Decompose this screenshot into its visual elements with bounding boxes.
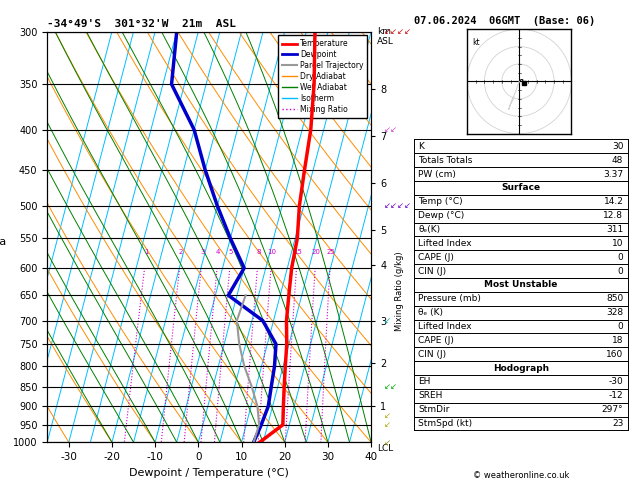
Text: 3.37: 3.37 — [603, 170, 623, 179]
Text: StmSpd (kt): StmSpd (kt) — [418, 419, 472, 428]
Text: 4: 4 — [216, 249, 220, 255]
Text: CIN (J): CIN (J) — [418, 266, 447, 276]
Text: θₑ (K): θₑ (K) — [418, 308, 443, 317]
Text: Hodograph: Hodograph — [493, 364, 549, 373]
Text: 850: 850 — [606, 294, 623, 303]
Text: -12: -12 — [609, 391, 623, 400]
Text: © weatheronline.co.uk: © weatheronline.co.uk — [472, 471, 569, 480]
Text: 0: 0 — [618, 266, 623, 276]
Text: CIN (J): CIN (J) — [418, 349, 447, 359]
Text: Surface: Surface — [501, 183, 540, 192]
Text: 3: 3 — [200, 249, 204, 255]
Text: Most Unstable: Most Unstable — [484, 280, 557, 290]
Text: ↙: ↙ — [384, 316, 391, 325]
Text: -30: -30 — [609, 377, 623, 386]
Text: 10: 10 — [267, 249, 277, 255]
Text: 25: 25 — [326, 249, 335, 255]
Text: StmDir: StmDir — [418, 405, 450, 414]
Text: 311: 311 — [606, 225, 623, 234]
Text: 160: 160 — [606, 349, 623, 359]
Text: SREH: SREH — [418, 391, 443, 400]
Text: km
ASL: km ASL — [377, 27, 394, 46]
Text: ↙↙↙↙: ↙↙↙↙ — [384, 201, 412, 210]
Text: 10: 10 — [612, 239, 623, 248]
Text: LCL: LCL — [377, 444, 394, 453]
Text: ↙↙: ↙↙ — [384, 125, 398, 134]
Text: Lifted Index: Lifted Index — [418, 322, 472, 331]
Text: 30: 30 — [612, 142, 623, 151]
Text: θₑ(K): θₑ(K) — [418, 225, 440, 234]
Text: Pressure (mb): Pressure (mb) — [418, 294, 481, 303]
Text: Temp (°C): Temp (°C) — [418, 197, 463, 207]
Text: Lifted Index: Lifted Index — [418, 239, 472, 248]
Text: Mixing Ratio (g/kg): Mixing Ratio (g/kg) — [395, 252, 404, 331]
Text: EH: EH — [418, 377, 431, 386]
Text: ↙↙↙↙: ↙↙↙↙ — [384, 27, 412, 36]
Text: 15: 15 — [293, 249, 302, 255]
Text: 0: 0 — [618, 322, 623, 331]
Text: 20: 20 — [311, 249, 320, 255]
Text: kt: kt — [472, 38, 480, 47]
Text: PW (cm): PW (cm) — [418, 170, 456, 179]
Text: 0: 0 — [618, 253, 623, 262]
Text: 1: 1 — [143, 249, 148, 255]
Text: 14.2: 14.2 — [603, 197, 623, 207]
Legend: Temperature, Dewpoint, Parcel Trajectory, Dry Adiabat, Wet Adiabat, Isotherm, Mi: Temperature, Dewpoint, Parcel Trajectory… — [278, 35, 367, 118]
Text: K: K — [418, 142, 424, 151]
Text: 07.06.2024  06GMT  (Base: 06): 07.06.2024 06GMT (Base: 06) — [414, 16, 595, 26]
Text: 8: 8 — [256, 249, 260, 255]
Text: CAPE (J): CAPE (J) — [418, 336, 454, 345]
Text: Dewp (°C): Dewp (°C) — [418, 211, 465, 220]
Text: 18: 18 — [612, 336, 623, 345]
Text: ↙: ↙ — [384, 420, 391, 429]
Text: -34°49'S  301°32'W  21m  ASL: -34°49'S 301°32'W 21m ASL — [47, 19, 236, 30]
Text: ↙↙: ↙↙ — [384, 382, 398, 391]
Text: 12.8: 12.8 — [603, 211, 623, 220]
Text: ↙: ↙ — [384, 411, 391, 420]
Text: CAPE (J): CAPE (J) — [418, 253, 454, 262]
Text: 328: 328 — [606, 308, 623, 317]
Text: ↙: ↙ — [384, 438, 391, 447]
Text: 5: 5 — [229, 249, 233, 255]
Text: 48: 48 — [612, 156, 623, 165]
Text: 23: 23 — [612, 419, 623, 428]
Y-axis label: hPa: hPa — [0, 237, 6, 247]
Text: 297°: 297° — [602, 405, 623, 414]
Text: 2: 2 — [179, 249, 183, 255]
X-axis label: Dewpoint / Temperature (°C): Dewpoint / Temperature (°C) — [129, 468, 289, 478]
Text: Totals Totals: Totals Totals — [418, 156, 472, 165]
